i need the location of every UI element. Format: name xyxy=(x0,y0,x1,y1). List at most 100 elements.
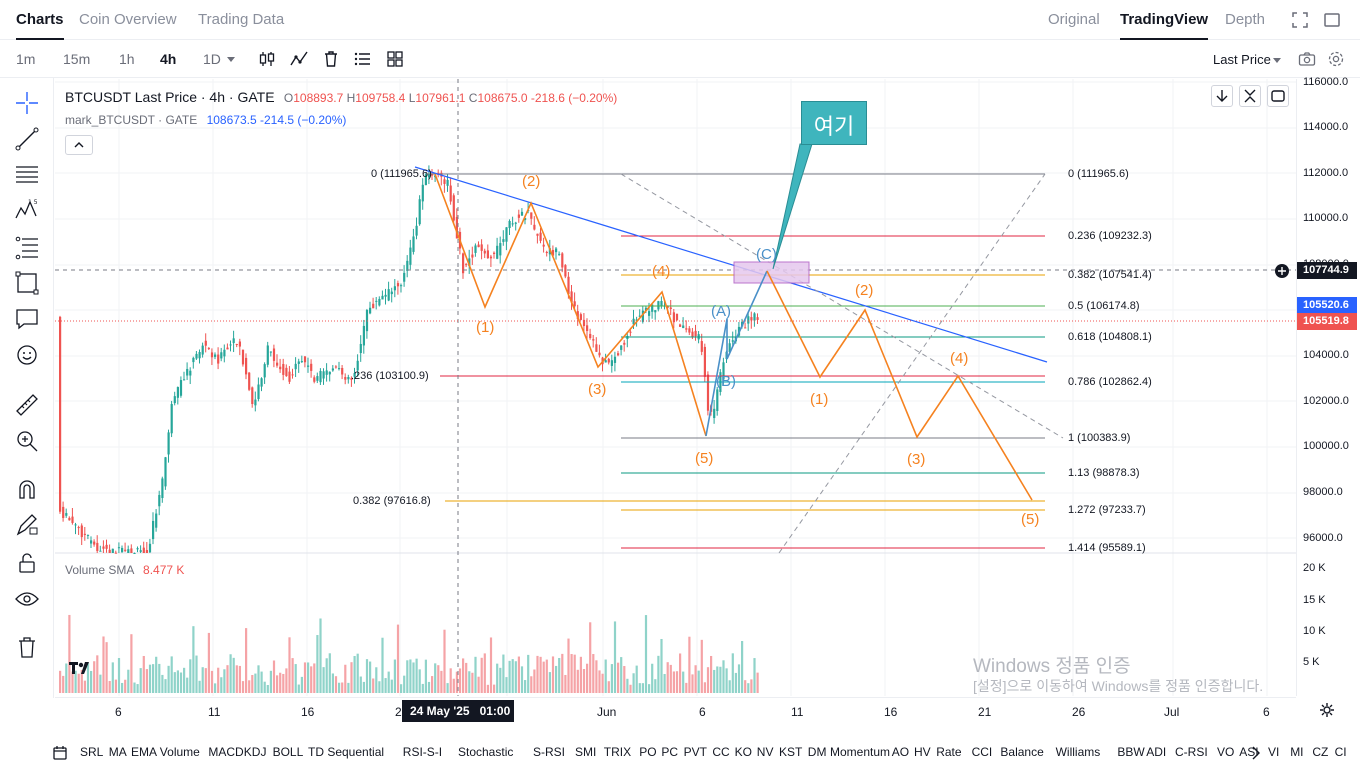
fib-retracement-icon[interactable] xyxy=(14,234,40,260)
indicator-item[interactable]: NV xyxy=(756,745,774,759)
layout-grid-icon[interactable] xyxy=(386,50,404,68)
timeframe-1h[interactable]: 1h xyxy=(119,51,135,67)
indicator-item[interactable]: C-RSI xyxy=(1175,745,1208,759)
collapse-legend-button[interactable] xyxy=(65,135,93,155)
indicator-item[interactable]: CCI xyxy=(971,745,993,759)
indicator-item[interactable]: KO xyxy=(734,745,752,759)
crosshair-icon[interactable] xyxy=(14,90,40,116)
tab-trading-data[interactable]: Trading Data xyxy=(198,11,285,28)
time-axis[interactable]: 6 11 16 2 Jun 6 11 16 21 26 Jul 6 24 May… xyxy=(55,697,1296,725)
candle-body xyxy=(65,513,68,516)
indicator-item[interactable]: Stochastic xyxy=(458,745,514,759)
calendar-icon[interactable] xyxy=(52,745,68,761)
indicator-item[interactable]: S-RSI xyxy=(533,745,566,759)
tab-charts[interactable]: Charts xyxy=(16,11,64,40)
view-tradingview[interactable]: TradingView xyxy=(1120,11,1209,40)
open-label: O xyxy=(283,91,294,105)
indicator-item[interactable]: DM xyxy=(807,745,827,759)
indicator-item[interactable]: VO xyxy=(1217,745,1235,759)
indicator-item[interactable]: ADI xyxy=(1146,745,1167,759)
indicator-item[interactable]: Momentum xyxy=(830,745,891,759)
volume-bar xyxy=(124,679,127,693)
volume-bar xyxy=(155,656,158,693)
indicator-item[interactable]: RSI-S-I xyxy=(402,745,443,759)
indicator-item[interactable]: TD Sequential xyxy=(308,745,385,759)
delete-drawings-icon[interactable] xyxy=(14,634,40,660)
price-scale[interactable]: 116000.0 114000.0 112000.0 110000.0 1080… xyxy=(1296,76,1360,696)
indicator-item[interactable]: PO xyxy=(639,745,657,759)
add-alert-icon[interactable] xyxy=(1273,262,1291,280)
chart-layout-button[interactable] xyxy=(1267,85,1289,107)
candle-body xyxy=(96,542,99,551)
indicator-item[interactable]: HV xyxy=(914,745,931,759)
indicator-item[interactable]: EMA xyxy=(131,745,158,759)
indicator-item[interactable]: BBW xyxy=(1117,745,1145,759)
candle-type-icon[interactable] xyxy=(258,50,276,68)
chevron-down-icon[interactable] xyxy=(227,57,235,63)
auto-scale-button[interactable] xyxy=(1239,85,1261,107)
candle-body xyxy=(462,253,465,274)
candle-body xyxy=(539,232,542,241)
indicator-item[interactable]: CI xyxy=(1334,745,1347,759)
emoji-icon[interactable] xyxy=(14,342,40,368)
candle-body xyxy=(276,362,279,366)
indicator-item[interactable]: VI xyxy=(1268,745,1280,759)
lock-icon[interactable] xyxy=(14,550,40,576)
indicators-icon[interactable] xyxy=(290,50,308,68)
fullscreen-icon[interactable] xyxy=(1292,12,1308,28)
price-chart-canvas[interactable] xyxy=(55,79,1296,696)
camera-icon[interactable] xyxy=(1298,50,1316,68)
indicator-item[interactable]: PVT xyxy=(683,745,707,759)
visibility-icon[interactable] xyxy=(14,586,40,612)
indicator-item[interactable]: CC xyxy=(712,745,730,759)
indicator-item[interactable]: MACD xyxy=(208,745,244,759)
indicator-item[interactable]: AO xyxy=(891,745,910,759)
indicator-item[interactable]: MA xyxy=(108,745,127,759)
volume-bar xyxy=(164,679,167,693)
price-type-chevron-icon[interactable] xyxy=(1273,58,1281,64)
timeframe-15m[interactable]: 15m xyxy=(63,51,91,67)
magnet-icon[interactable] xyxy=(14,476,40,502)
indicator-item[interactable]: Williams xyxy=(1055,745,1101,759)
elliott-wave-icon[interactable]: 1 5 xyxy=(14,198,40,224)
indicator-item[interactable]: KST xyxy=(779,745,803,759)
settings-icon[interactable] xyxy=(1327,50,1345,68)
trash-icon[interactable] xyxy=(322,50,340,68)
indicator-item[interactable]: MI xyxy=(1290,745,1304,759)
price-type-select[interactable]: Last Price xyxy=(1213,52,1271,67)
zoom-in-icon[interactable] xyxy=(14,428,40,454)
indicator-item[interactable]: Rate xyxy=(936,745,962,759)
candle-body xyxy=(753,313,756,321)
price-tick: 102000.0 xyxy=(1303,395,1349,407)
tab-coin-overview[interactable]: Coin Overview xyxy=(79,11,177,28)
list-icon[interactable] xyxy=(354,50,372,68)
view-original[interactable]: Original xyxy=(1048,11,1100,28)
volume-bar xyxy=(741,641,744,693)
indicator-item[interactable]: BOLL xyxy=(272,745,304,759)
indicator-item[interactable]: SMI xyxy=(575,745,597,759)
rectangle-icon[interactable] xyxy=(14,270,40,296)
indicator-item[interactable]: Balance xyxy=(1000,745,1044,759)
volume-bar xyxy=(393,659,396,693)
ruler-icon[interactable] xyxy=(14,392,40,418)
chart-settings-icon[interactable] xyxy=(1319,702,1335,718)
chart-pane[interactable]: BTCUSDT Last Price · 4h · GATE O108893.7… xyxy=(55,79,1296,696)
indicator-item[interactable]: CZ xyxy=(1312,745,1329,759)
volume-bar xyxy=(601,673,604,693)
indicator-item[interactable]: Volume xyxy=(159,745,200,759)
indicator-item[interactable]: PC xyxy=(661,745,679,759)
view-depth[interactable]: Depth xyxy=(1225,11,1266,28)
timeframe-1m[interactable]: 1m xyxy=(16,51,36,67)
horizontal-lines-icon[interactable] xyxy=(14,162,40,188)
timeframe-1d[interactable]: 1D xyxy=(203,51,221,67)
indicator-item[interactable]: TRIX xyxy=(603,745,632,759)
trendline-icon[interactable] xyxy=(14,126,40,152)
indicator-item[interactable]: KDJ xyxy=(243,745,267,759)
scroll-to-latest-button[interactable] xyxy=(1211,85,1233,107)
chevron-right-icon[interactable] xyxy=(1251,746,1261,760)
timeframe-4h[interactable]: 4h xyxy=(160,51,177,67)
text-note-icon[interactable] xyxy=(14,306,40,332)
draw-lock-icon[interactable] xyxy=(14,512,40,538)
indicator-item[interactable]: SRL xyxy=(80,745,104,759)
window-icon[interactable] xyxy=(1324,12,1340,28)
